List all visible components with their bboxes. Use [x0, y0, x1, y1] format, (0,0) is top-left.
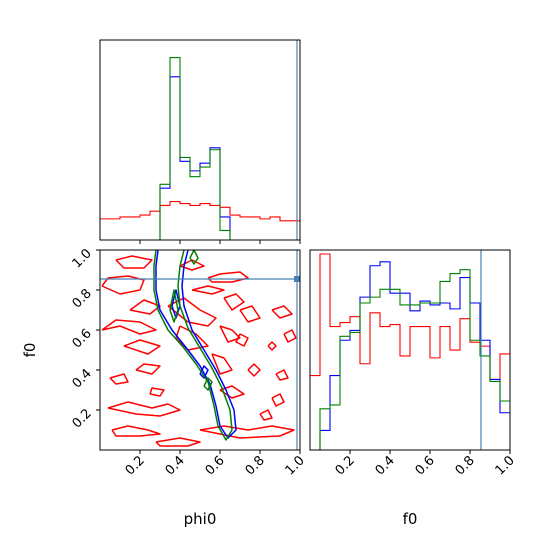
truth-marker	[294, 276, 300, 282]
contour-red-6	[135, 363, 161, 375]
phi0-hist-frame	[99, 39, 301, 241]
contour-red-29	[239, 305, 261, 323]
phi0-histogram-panel	[99, 39, 301, 244]
contour-red-5	[109, 373, 129, 385]
contour-red-19	[235, 333, 249, 347]
y-tick-label-f0: 0.4	[70, 366, 95, 391]
x-axis-label-f0: f0	[403, 510, 418, 528]
phi0-hist-green	[100, 57, 300, 241]
y-tick-label-f0: 0.2	[70, 406, 95, 431]
contour-green-1	[169, 289, 179, 323]
f0-hist-blue	[310, 261, 510, 451]
contour-red-1	[101, 275, 145, 295]
phi0-hist-red	[100, 201, 300, 222]
contour-red-17	[219, 325, 241, 343]
y-tick-label-f0: 1.0	[70, 246, 95, 271]
contour-red-4	[123, 339, 161, 355]
f0-hist-frame	[309, 249, 511, 451]
x-tick-label-phi0: 0.2	[123, 453, 148, 478]
contour-red-14	[223, 293, 245, 311]
contour-red-13	[191, 285, 225, 295]
contour-blue-0	[155, 249, 237, 439]
contour-red-18	[211, 353, 233, 375]
contour-red-9	[111, 425, 161, 437]
contour-red-27	[199, 425, 295, 439]
contour-red-0	[115, 255, 153, 269]
contour-red-23	[283, 329, 297, 343]
x-tick-label-phi0: 0.4	[163, 453, 188, 478]
x-tick-label-f0: 0.8	[453, 453, 478, 478]
contour-red-11	[179, 259, 205, 271]
x-tick-label-phi0: 0.8	[243, 453, 268, 478]
contour-green-0	[153, 249, 233, 441]
x-axis-label-phi0: phi0	[184, 510, 217, 528]
contour-red-10	[155, 437, 201, 447]
contour-red-15	[167, 297, 217, 327]
contour-red-8	[149, 387, 165, 397]
f0-histogram-panel: 0.2 0.4 0.6 0.8 1.0	[309, 249, 518, 478]
contour-red-22	[275, 369, 289, 381]
contour-red-25	[259, 409, 273, 421]
contour-frame	[99, 249, 301, 451]
contour-red-3	[101, 319, 157, 335]
y-axis-label-f0: f0	[21, 343, 39, 358]
x-tick-label-f0: 1.0	[493, 453, 518, 478]
phi0-hist-blue	[100, 76, 300, 241]
x-tick-label-f0: 0.2	[333, 453, 358, 478]
y-tick-label-f0: 0.8	[70, 286, 95, 311]
phi0-f0-contour-panel: 0.2 0.2 0.4 0.4 0.6 0.6 0.8 0.8 1.0 1.0	[70, 246, 308, 478]
contour-red-28	[271, 305, 293, 319]
contour-green-2	[189, 249, 199, 265]
f0-hist-red	[310, 253, 510, 380]
x-tick-label-f0: 0.6	[413, 453, 438, 478]
x-tick-label-f0: 0.4	[373, 453, 398, 478]
x-tick-label-phi0: 1.0	[283, 453, 308, 478]
f0-hist-green	[310, 269, 510, 451]
contour-red-26	[267, 341, 277, 351]
y-tick-label-f0: 0.6	[70, 326, 95, 351]
contour-red-7	[107, 401, 181, 417]
contour-red-24	[247, 363, 261, 377]
contour-red-12	[207, 271, 249, 283]
x-tick-label-phi0: 0.6	[203, 453, 228, 478]
contour-red-21	[271, 393, 285, 407]
contour-green-3	[203, 377, 213, 391]
contour-blue-2	[199, 365, 209, 379]
contour-red-2	[129, 299, 161, 315]
